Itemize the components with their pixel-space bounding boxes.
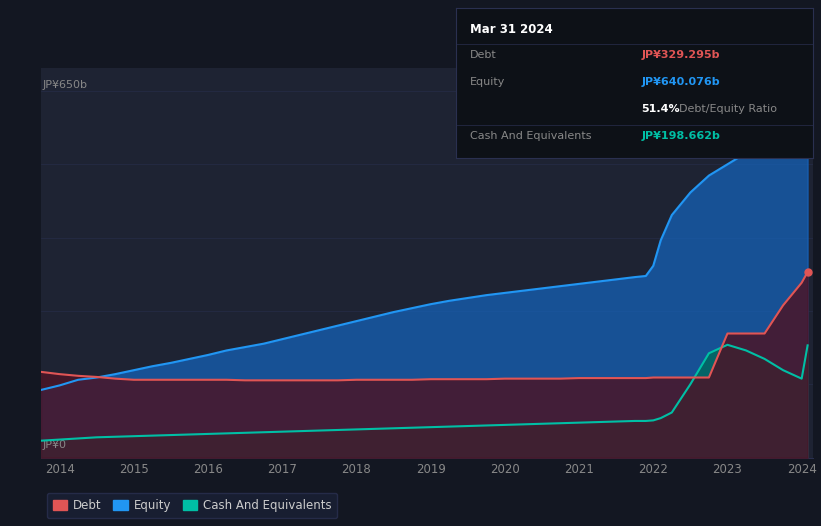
Text: Mar 31 2024: Mar 31 2024 xyxy=(470,23,553,36)
Text: Debt: Debt xyxy=(470,50,497,60)
Text: JP¥198.662b: JP¥198.662b xyxy=(641,131,720,141)
Text: Debt/Equity Ratio: Debt/Equity Ratio xyxy=(679,104,777,114)
Text: JP¥329.295b: JP¥329.295b xyxy=(641,50,720,60)
Text: Equity: Equity xyxy=(470,77,505,87)
Legend: Debt, Equity, Cash And Equivalents: Debt, Equity, Cash And Equivalents xyxy=(47,493,337,518)
Text: JP¥0: JP¥0 xyxy=(43,440,67,450)
Text: 51.4%: 51.4% xyxy=(641,104,680,114)
Text: Cash And Equivalents: Cash And Equivalents xyxy=(470,131,591,141)
Text: JP¥640.076b: JP¥640.076b xyxy=(641,77,720,87)
Text: JP¥650b: JP¥650b xyxy=(43,80,88,90)
